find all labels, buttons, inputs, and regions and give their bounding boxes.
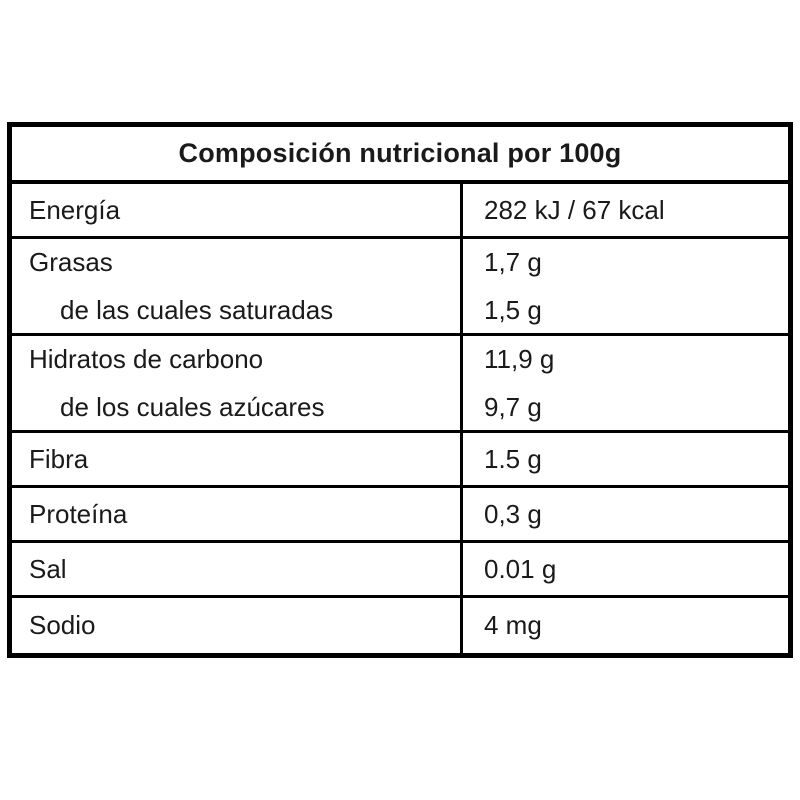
table-row-sodio: Sodio 4 mg xyxy=(12,598,788,653)
row-label: Sal xyxy=(29,553,67,584)
row-value-cell: 4 mg xyxy=(463,598,788,653)
row-label-cell: Proteína xyxy=(12,488,463,540)
row-label-cell: Fibra xyxy=(12,433,463,485)
row-sub-value: 1,5 g xyxy=(484,294,542,325)
row-label: Grasas xyxy=(29,246,113,277)
row-value: 1,7 g xyxy=(484,246,542,277)
row-label-cell: Sal xyxy=(12,543,463,595)
row-label: Sodio xyxy=(29,610,96,640)
row-value: 0,3 g xyxy=(484,498,542,529)
row-value: 4 mg xyxy=(484,610,542,640)
row-label-cell: Sodio xyxy=(12,598,463,653)
row-value-cell: 0.01 g xyxy=(463,543,788,595)
row-label: Hidratos de carbono xyxy=(29,343,264,374)
table-row-sal: Sal 0.01 g xyxy=(12,543,788,598)
row-label-cell: Energía xyxy=(12,184,463,236)
table-row-grasas: Grasas de las cuales saturadas 1,7 g 1,5… xyxy=(12,239,788,336)
row-sub-value: 9,7 g xyxy=(484,391,542,422)
row-label-cell: Grasas de las cuales saturadas xyxy=(12,239,463,333)
row-label: Energía xyxy=(29,194,121,225)
table-row-proteina: Proteína 0,3 g xyxy=(12,488,788,543)
row-sub-label: de los cuales azúcares xyxy=(60,391,325,422)
table-title: Composición nutricional por 100g xyxy=(12,127,788,184)
table-row-hidratos: Hidratos de carbono de los cuales azúcar… xyxy=(12,336,788,433)
row-value: 282 kJ / 67 kcal xyxy=(484,194,665,225)
row-label: Fibra xyxy=(29,443,89,474)
row-value: 11,9 g xyxy=(484,343,555,374)
row-value-cell: 0,3 g xyxy=(463,488,788,540)
row-value-cell: 282 kJ / 67 kcal xyxy=(463,184,788,236)
row-value-cell: 1,7 g 1,5 g xyxy=(463,239,788,333)
table-row-energia: Energía 282 kJ / 67 kcal xyxy=(12,184,788,239)
table-row-fibra: Fibra 1.5 g xyxy=(12,433,788,488)
row-value: 0.01 g xyxy=(484,553,557,584)
row-value: 1.5 g xyxy=(484,443,542,474)
row-value-cell: 1.5 g xyxy=(463,433,788,485)
row-label: Proteína xyxy=(29,498,128,529)
row-label-cell: Hidratos de carbono de los cuales azúcar… xyxy=(12,336,463,430)
row-sub-label: de las cuales saturadas xyxy=(60,294,334,325)
nutrition-table: Composición nutricional por 100g Energía… xyxy=(7,122,793,658)
row-value-cell: 11,9 g 9,7 g xyxy=(463,336,788,430)
